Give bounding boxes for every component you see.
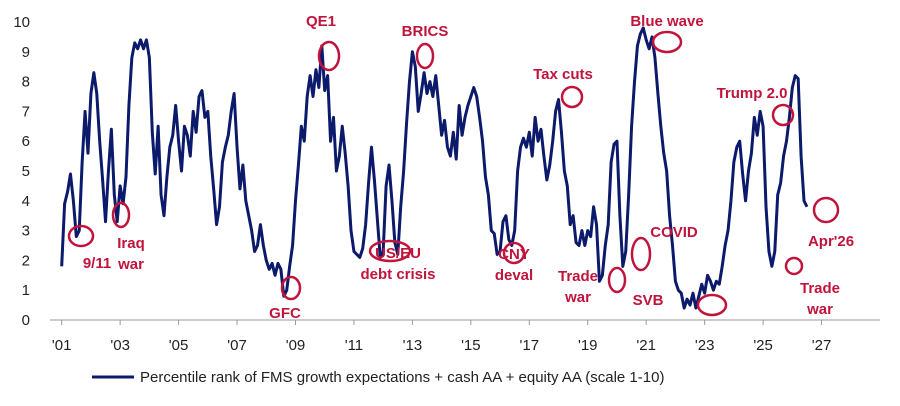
y-tick-label: 3 bbox=[22, 223, 30, 240]
annotation-circle bbox=[317, 40, 341, 72]
annotation-circle bbox=[502, 241, 526, 265]
annotation: SVB bbox=[633, 292, 664, 309]
annotation: war bbox=[806, 301, 833, 318]
annotation: debt crisis bbox=[360, 266, 435, 283]
annotation-circle bbox=[630, 236, 652, 272]
annotation: Apr'26 bbox=[808, 233, 854, 250]
annotation: 9/11 bbox=[83, 255, 111, 272]
x-tick-label: '11 bbox=[345, 337, 363, 354]
annotation: BRICS bbox=[402, 23, 449, 40]
y-tick-label: 8 bbox=[22, 74, 30, 91]
x-tick-label: '03 bbox=[110, 337, 130, 354]
annotation-circle bbox=[111, 201, 131, 229]
annotation: GFC bbox=[269, 305, 301, 322]
annotation: QE1 bbox=[306, 13, 336, 30]
y-tick-label: 10 bbox=[13, 14, 30, 31]
y-tick-label: 9 bbox=[22, 44, 30, 61]
annotation-circle bbox=[67, 224, 95, 248]
x-tick-label: '17 bbox=[520, 337, 540, 354]
x-tick-label: '07 bbox=[227, 337, 247, 354]
x-tick-label: '09 bbox=[286, 337, 306, 354]
y-tick-label: 6 bbox=[22, 133, 30, 150]
annotation-circle bbox=[607, 266, 627, 294]
y-tick-label: 2 bbox=[22, 252, 30, 269]
annotation: Blue wave bbox=[630, 13, 703, 30]
annotation-circle bbox=[696, 293, 728, 317]
y-tick-label: 4 bbox=[22, 193, 30, 210]
annotation-circle bbox=[651, 30, 683, 54]
y-tick-label: 0 bbox=[22, 312, 30, 329]
annotation: war bbox=[564, 289, 591, 306]
x-tick-label: '01 bbox=[52, 337, 72, 354]
x-tick-label: '15 bbox=[461, 337, 481, 354]
annotation: Tax cuts bbox=[533, 66, 593, 83]
annotation: Iraq bbox=[117, 235, 145, 252]
annotation: Trade bbox=[558, 268, 598, 285]
annotation: deval bbox=[495, 267, 533, 284]
legend-label: Percentile rank of FMS growth expectatio… bbox=[140, 369, 664, 386]
annotation-circle bbox=[771, 103, 795, 127]
annotation-circle bbox=[812, 196, 840, 224]
x-tick-label: '05 bbox=[169, 337, 189, 354]
x-tick-label: '19 bbox=[578, 337, 598, 354]
annotation-circle bbox=[784, 256, 804, 276]
annotation: Trade bbox=[800, 280, 840, 297]
y-tick-label: 7 bbox=[22, 103, 30, 120]
annotation: CNY bbox=[498, 246, 530, 263]
annotation-circle bbox=[560, 85, 584, 109]
annotation-circle bbox=[280, 275, 302, 301]
x-tick-label: '23 bbox=[695, 337, 715, 354]
y-tick-label: 1 bbox=[22, 282, 30, 299]
x-tick-label: '27 bbox=[812, 337, 832, 354]
x-tick-label: '21 bbox=[636, 337, 656, 354]
annotation: US/EU bbox=[375, 245, 421, 262]
annotation: war bbox=[117, 256, 144, 273]
annotation-circle bbox=[415, 42, 435, 70]
series-line bbox=[60, 26, 809, 310]
annotation: COVID bbox=[650, 224, 698, 241]
y-tick-label: 5 bbox=[22, 163, 30, 180]
annotation: Trump 2.0 bbox=[717, 85, 788, 102]
x-tick-label: '13 bbox=[403, 337, 423, 354]
annotation-circle bbox=[368, 239, 412, 263]
x-tick-label: '25 bbox=[753, 337, 773, 354]
